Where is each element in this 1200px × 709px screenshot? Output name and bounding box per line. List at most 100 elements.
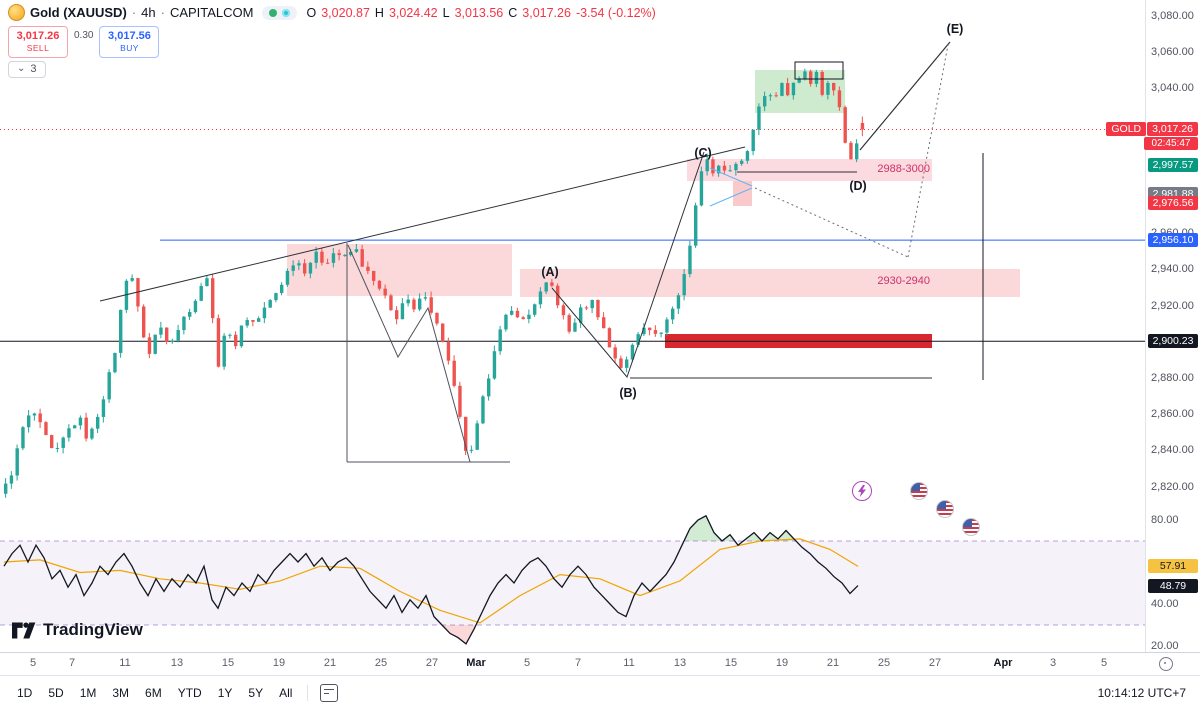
wave-label[interactable]: (A) [541,265,558,279]
drawing-line[interactable] [754,187,909,258]
range-1Y[interactable]: 1Y [215,684,236,702]
price-tick: 2,940.00 [1151,263,1194,276]
wave-label[interactable]: (D) [849,179,866,193]
zone-pink-small[interactable] [733,181,752,206]
range-5D[interactable]: 5D [45,684,66,702]
wave-label[interactable]: (E) [947,22,964,36]
buy-button[interactable]: 3,017.56 BUY [99,26,160,58]
price-tick: 2,840.00 [1151,444,1194,457]
time-tick: 27 [928,657,942,669]
close-label: C [508,5,518,20]
buy-price: 3,017.56 [108,30,151,43]
collapsed-count: 3 [30,63,37,75]
time-tick: Apr [993,657,1013,669]
oscillator-band [0,541,1145,625]
time-tick: 19 [272,657,286,669]
low-label: L [442,5,450,20]
price-tick: 2,920.00 [1151,299,1194,312]
price-tick: 3,060.00 [1151,46,1194,59]
time-tick: 21 [323,657,337,669]
zone-pink-2988-3000[interactable] [687,159,932,181]
chart-legend: Gold (XAUUSD) · 4h · CAPITALCOM O 3,020.… [8,4,656,21]
time-tick: 13 [170,657,184,669]
time-tick: 21 [826,657,840,669]
time-tick: 25 [877,657,891,669]
change-value: -3.54 (-0.12%) [575,5,656,20]
candles[interactable] [4,68,865,498]
chevron-down-icon: ⌄ [17,63,26,74]
zone-pink-left[interactable] [287,244,512,296]
close-value: 3,017.26 [522,5,571,20]
range-1M[interactable]: 1M [77,684,100,702]
time-tick: 5 [29,657,37,669]
current-price-labels: GOLD 3,017.26 02:45:47 [1106,122,1198,150]
price-label: 2,997.57 [1148,158,1198,173]
price-label: 2,900.23 [1148,334,1198,349]
oscillator-tick: 40.00 [1151,598,1179,610]
toolbar-divider [307,684,309,701]
time-tick: 19 [775,657,789,669]
range-selector: 1D 5D 1M 3M 6M YTD 1Y 5Y All [14,684,295,702]
symbol-title[interactable]: Gold (XAUUSD) [30,5,127,20]
spread-value: 0.30 [68,30,100,41]
collapsed-objects-pill[interactable]: ⌄ 3 [8,61,46,78]
symbol-tag: GOLD [1106,122,1147,136]
ohlc-readout: O 3,020.87 H 3,024.42 L 3,013.56 C 3,017… [307,6,656,20]
drawing-line[interactable] [347,244,471,463]
economic-event-flag-icon[interactable] [962,518,980,536]
price-label: 2,956.10 [1148,233,1198,248]
zone-green-top[interactable] [755,70,845,113]
price-tick: 2,820.00 [1151,480,1194,493]
oscillator-main-line[interactable] [3,514,859,645]
lightning-icon[interactable] [852,481,872,501]
time-tick: 27 [425,657,439,669]
wave-label[interactable]: (C) [694,146,711,160]
range-All[interactable]: All [276,684,295,702]
bar-close-countdown: 02:45:47 [1144,137,1198,150]
exchange-name[interactable]: CAPITALCOM [169,5,254,20]
price-axis[interactable]: 3,080.003,060.003,040.002,960.002,940.00… [1145,0,1200,652]
timeframe-value[interactable]: 4h [141,5,156,20]
drawing-line[interactable] [859,41,951,151]
wave-label[interactable]: (B) [619,386,636,400]
market-open-status-icon[interactable] [268,8,277,17]
go-to-date-icon[interactable] [320,683,339,702]
open-label: O [306,5,317,20]
oscillator-value-label: 48.79 [1148,578,1198,593]
zone-price-label: 2930-2940 [877,275,930,287]
bottom-toolbar: 1D 5D 1M 3M 6M YTD 1Y 5Y All 10:14:12 UTC+7 [0,675,1200,709]
clock-timezone[interactable]: 10:14:12 UTC+7 [1097,685,1186,700]
drawing-line[interactable] [709,187,753,207]
oscillator-signal-line[interactable] [3,538,859,624]
drawing-line[interactable] [907,44,949,258]
axis-settings-icon[interactable] [1159,657,1173,671]
low-value: 3,013.56 [454,5,504,20]
time-tick: 15 [221,657,235,669]
sell-button[interactable]: 3,017.26 SELL [8,26,68,58]
range-5Y[interactable]: 5Y [245,684,266,702]
range-6M[interactable]: 6M [142,684,165,702]
current-price-label: 3,017.26 [1147,122,1198,136]
drawing-line[interactable] [551,151,705,378]
symbol-logo-icon [8,4,25,21]
drawing-line[interactable] [99,146,746,302]
market-status-indicators [261,5,297,20]
zone-pink-2930-2940[interactable] [520,269,1020,297]
price-tick: 2,860.00 [1151,408,1194,421]
economic-event-flag-icon[interactable] [910,482,928,500]
range-1D[interactable]: 1D [14,684,35,702]
drawing-line[interactable] [709,167,753,187]
data-feed-status-icon[interactable] [281,8,290,17]
time-axis[interactable]: 5 7 11 13 15 19 21 25 27 Mar 5 7 11 13 15 19 21 25 27 Apr 3 5 [0,652,1200,676]
range-3M[interactable]: 3M [109,684,132,702]
range-YTD[interactable]: YTD [175,684,205,702]
sell-price: 3,017.26 [16,30,60,43]
economic-event-flag-icon[interactable] [936,500,954,518]
pattern-box[interactable] [794,61,844,80]
time-tick: 5 [1100,657,1108,669]
time-tick: 7 [68,657,76,669]
sell-label: SELL [26,43,50,54]
tradingview-watermark[interactable]: TradingView [12,620,143,640]
